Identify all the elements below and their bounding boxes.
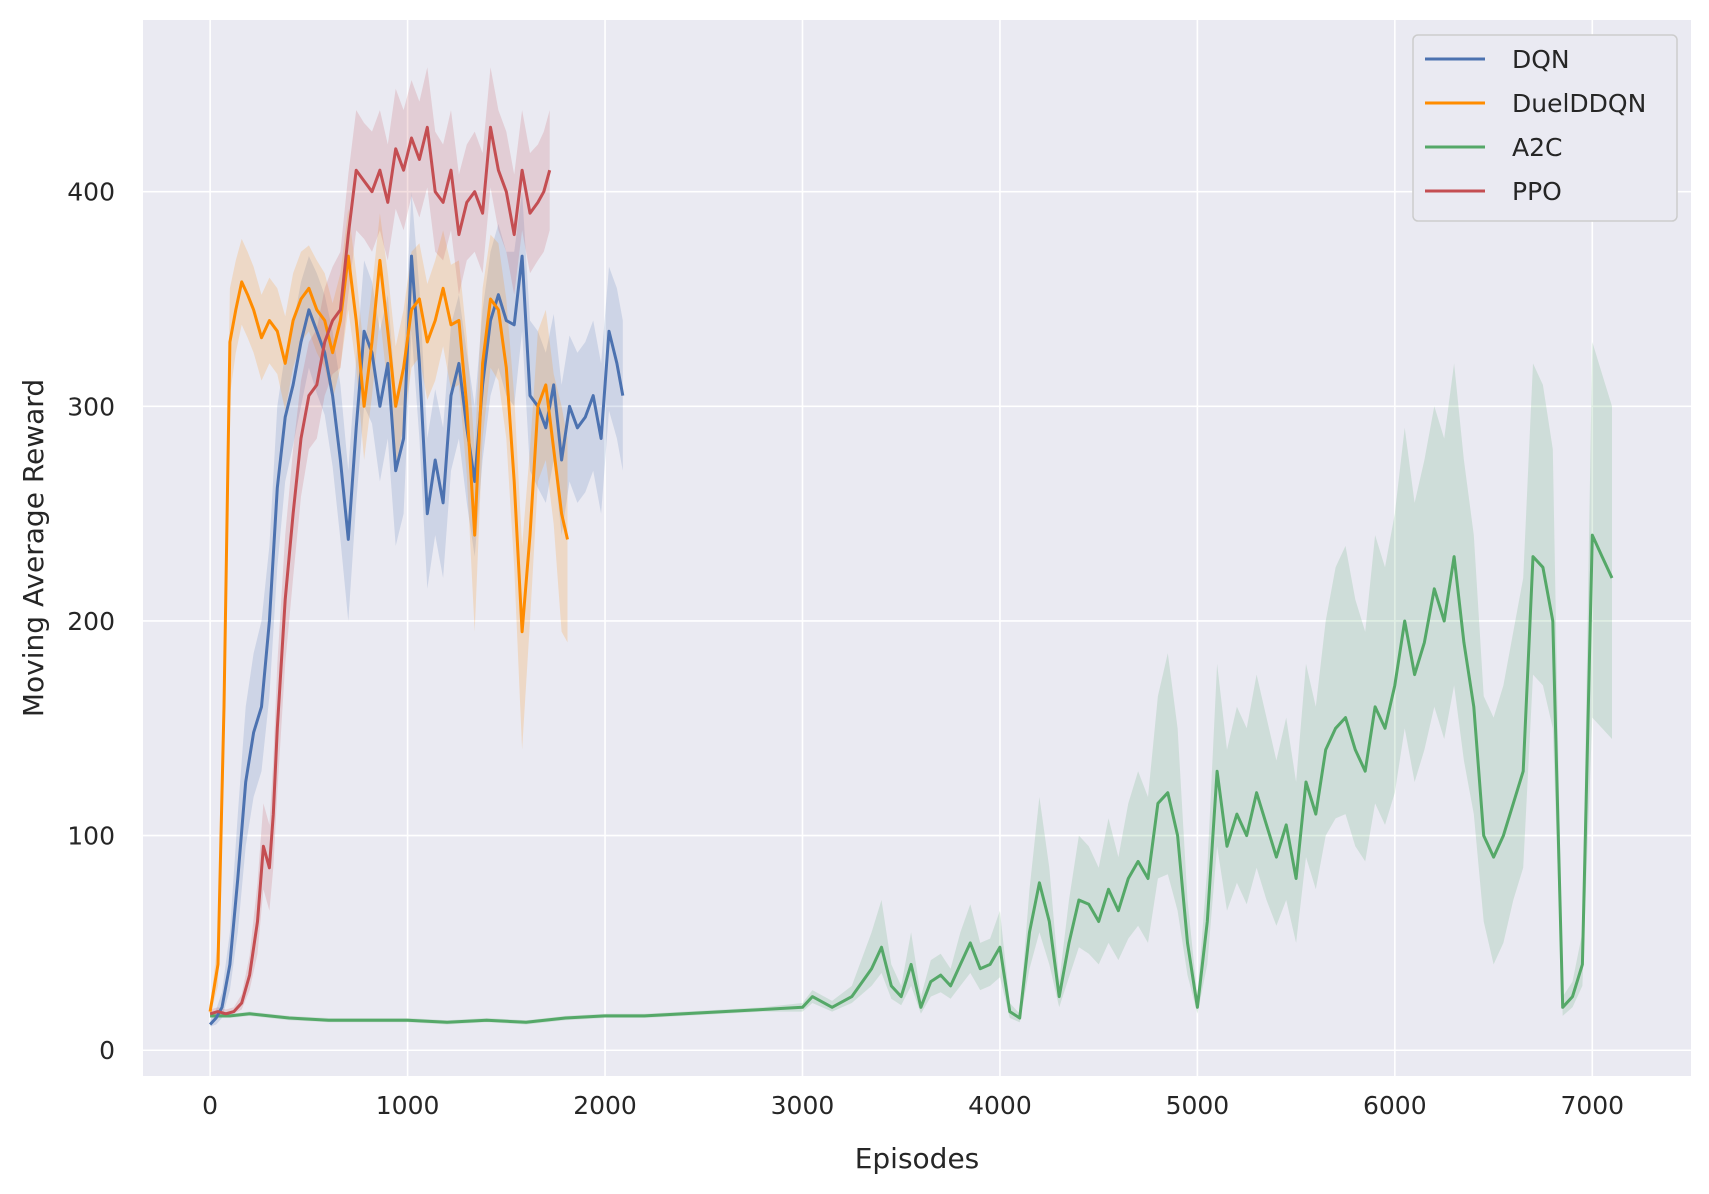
legend-label-duelddqn: DuelDDQN (1512, 89, 1646, 118)
legend-frame (1412, 34, 1678, 222)
series-line-duelddqn (208, 254, 569, 1012)
x-tick-label: 4000 (968, 1091, 1032, 1120)
y-tick-label: 300 (67, 392, 115, 421)
legend-label-ppo: PPO (1512, 177, 1562, 206)
x-axis-title: Episodes (855, 1142, 980, 1175)
band-duelddqn (210, 208, 568, 1016)
x-tick-label: 7000 (1560, 1091, 1624, 1120)
legend-label-a2c: A2C (1512, 133, 1562, 162)
series-lines (208, 125, 1614, 1026)
series-line-ppo (209, 125, 552, 1016)
legend-label-dqn: DQN (1512, 45, 1570, 74)
y-tick-label: 400 (67, 178, 115, 207)
y-tick-label: 0 (99, 1036, 115, 1065)
legend: DQN DuelDDQN A2C PPO (1412, 34, 1678, 222)
x-tick-label: 0 (202, 1091, 218, 1120)
y-axis-title: Moving Average Reward (17, 379, 50, 717)
tick-labels: 0 1000 2000 3000 4000 5000 6000 7000 0 100 200 300 4… (67, 178, 1624, 1120)
band-ppo (210, 67, 550, 1016)
x-tick-label: 5000 (1166, 1091, 1230, 1120)
series-line-a2c (210, 533, 1614, 1024)
band-a2c (210, 342, 1613, 1025)
x-tick-label: 1000 (376, 1091, 440, 1120)
x-tick-label: 3000 (771, 1091, 835, 1120)
y-tick-label: 200 (67, 607, 115, 636)
series-line-dqn (208, 254, 625, 1026)
confidence-bands (210, 67, 1613, 1027)
band-dqn (210, 191, 623, 1027)
x-tick-label: 2000 (573, 1091, 637, 1120)
x-tick-label: 6000 (1363, 1091, 1427, 1120)
y-tick-label: 100 (67, 822, 115, 851)
